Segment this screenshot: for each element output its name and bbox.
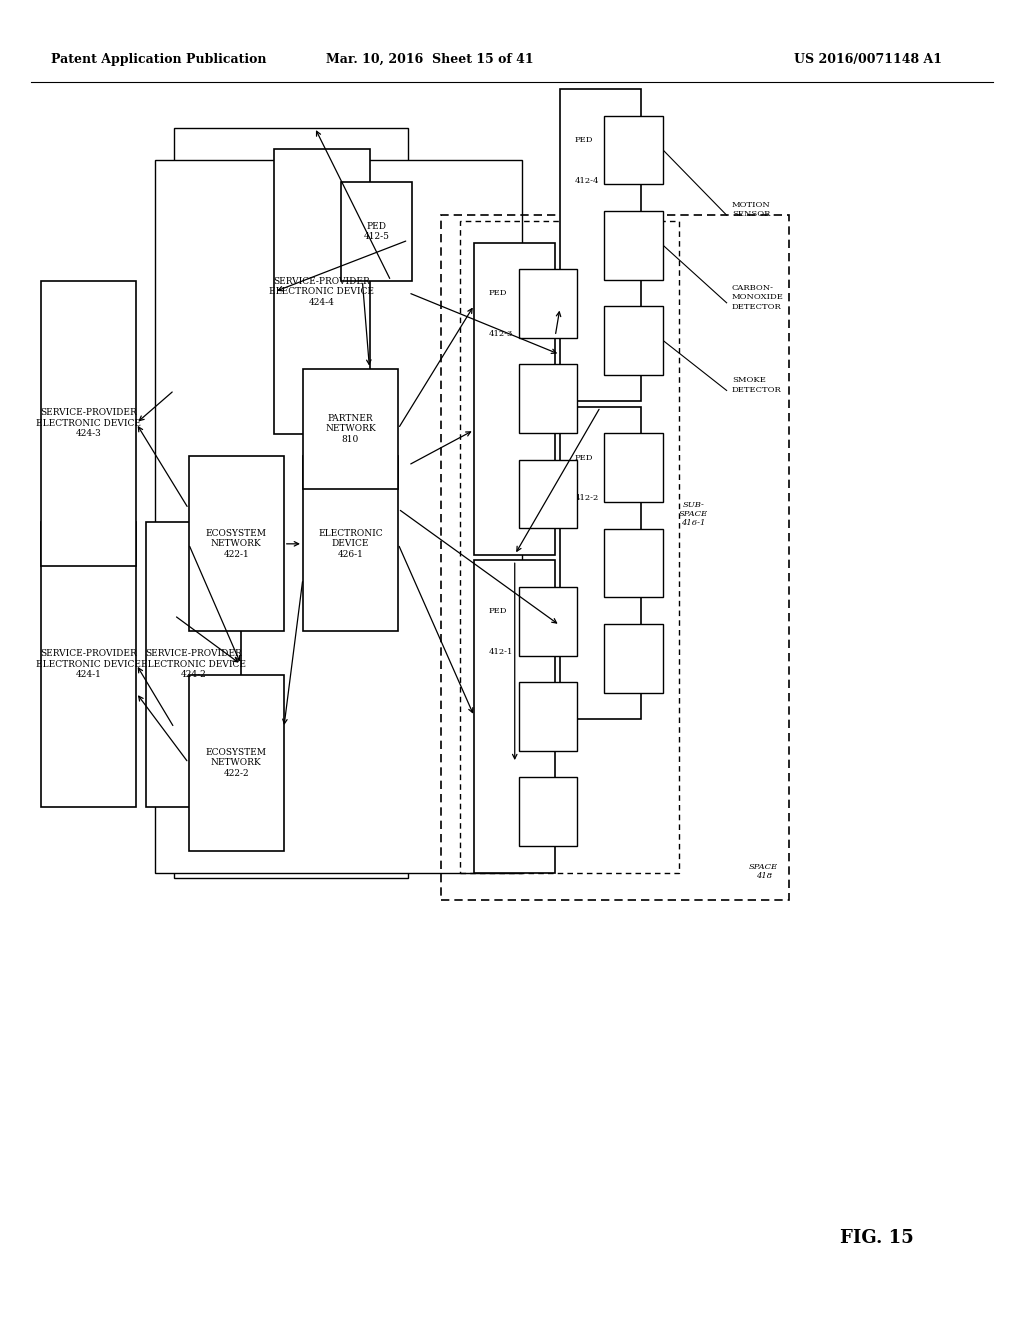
Bar: [604, 116, 664, 185]
FancyBboxPatch shape: [560, 407, 641, 719]
Bar: [519, 587, 578, 656]
Text: SERVICE-PROVIDER
ELECTRONIC DEVICE
424-2: SERVICE-PROVIDER ELECTRONIC DEVICE 424-2: [141, 649, 246, 680]
Text: SUB-
SPACE
416-1: SUB- SPACE 416-1: [679, 500, 709, 527]
Bar: [519, 777, 578, 846]
Bar: [519, 682, 578, 751]
Text: PED: PED: [488, 607, 507, 615]
Bar: [604, 306, 664, 375]
Text: PED: PED: [574, 454, 593, 462]
Text: FIG. 15: FIG. 15: [840, 1229, 913, 1247]
FancyBboxPatch shape: [274, 149, 370, 434]
FancyBboxPatch shape: [341, 182, 413, 281]
Bar: [519, 364, 578, 433]
Text: 412-4: 412-4: [574, 177, 599, 185]
Text: SPACE
418: SPACE 418: [750, 863, 778, 880]
FancyBboxPatch shape: [41, 521, 136, 807]
Bar: [604, 529, 664, 598]
Text: SERVICE-PROVIDER
ELECTRONIC DEVICE
424-4: SERVICE-PROVIDER ELECTRONIC DEVICE 424-4: [269, 277, 375, 306]
FancyBboxPatch shape: [145, 521, 241, 807]
FancyBboxPatch shape: [41, 281, 136, 566]
Text: PED
412-5: PED 412-5: [364, 222, 390, 242]
Text: CARBON-
MONOXIDE
DETECTOR: CARBON- MONOXIDE DETECTOR: [732, 284, 783, 310]
FancyBboxPatch shape: [303, 368, 398, 490]
Text: SMOKE
DETECTOR: SMOKE DETECTOR: [732, 376, 781, 393]
FancyBboxPatch shape: [474, 560, 555, 873]
Text: SERVICE-PROVIDER
ELECTRONIC DEVICE
424-3: SERVICE-PROVIDER ELECTRONIC DEVICE 424-3: [36, 408, 141, 438]
Bar: [519, 459, 578, 528]
Text: PED: PED: [488, 289, 507, 297]
Bar: [604, 211, 664, 280]
Text: PED: PED: [574, 136, 593, 144]
Text: ECOSYSTEM
NETWORK
422-1: ECOSYSTEM NETWORK 422-1: [206, 529, 266, 558]
Text: SERVICE-PROVIDER
ELECTRONIC DEVICE
424-1: SERVICE-PROVIDER ELECTRONIC DEVICE 424-1: [36, 649, 141, 680]
FancyBboxPatch shape: [474, 243, 555, 554]
Text: ECOSYSTEM
NETWORK
422-2: ECOSYSTEM NETWORK 422-2: [206, 748, 266, 777]
FancyBboxPatch shape: [156, 161, 522, 873]
FancyBboxPatch shape: [303, 457, 398, 631]
Text: 412-3: 412-3: [488, 330, 513, 338]
Text: 412-2: 412-2: [574, 494, 599, 503]
Text: PARTNER
NETWORK
810: PARTNER NETWORK 810: [325, 414, 376, 444]
FancyBboxPatch shape: [188, 457, 284, 631]
FancyBboxPatch shape: [188, 676, 284, 850]
Text: Patent Application Publication: Patent Application Publication: [51, 53, 266, 66]
Text: US 2016/0071148 A1: US 2016/0071148 A1: [794, 53, 942, 66]
Text: ELECTRONIC
DEVICE
426-1: ELECTRONIC DEVICE 426-1: [318, 529, 383, 558]
Text: 412-1: 412-1: [488, 648, 513, 656]
Bar: [519, 269, 578, 338]
Text: Mar. 10, 2016  Sheet 15 of 41: Mar. 10, 2016 Sheet 15 of 41: [327, 53, 534, 66]
Text: MOTION
SENSOR: MOTION SENSOR: [732, 201, 770, 218]
Bar: [604, 624, 664, 693]
FancyBboxPatch shape: [560, 90, 641, 401]
Bar: [604, 433, 664, 502]
